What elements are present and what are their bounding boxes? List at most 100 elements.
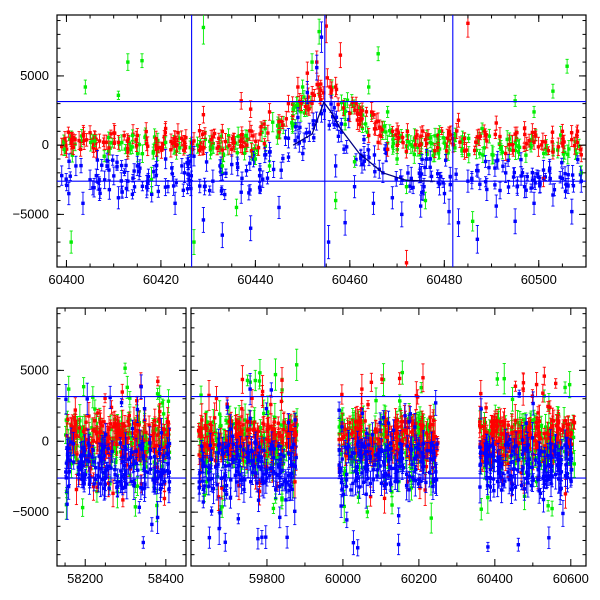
blue-data-point (159, 417, 164, 448)
blue-data-point (236, 513, 241, 525)
red-data-point (462, 132, 467, 145)
green-data-point (294, 348, 299, 381)
red-data-point (217, 141, 221, 153)
green-data-point (273, 358, 278, 391)
blue-data-point (214, 451, 218, 483)
green-data-point (352, 155, 357, 168)
blue-data-point (136, 463, 140, 477)
red-data-point (272, 417, 277, 427)
red-data-point (397, 372, 402, 385)
green-data-point (271, 112, 275, 133)
blue-data-point (284, 483, 288, 517)
green-data-point (93, 135, 97, 147)
blue-data-point (418, 167, 422, 183)
red-data-point (111, 479, 115, 508)
red-data-point (60, 137, 64, 156)
red-data-point (169, 142, 173, 158)
bottom-right-panel (190, 307, 587, 567)
red-data-point (256, 425, 261, 438)
blue-data-point (163, 148, 168, 170)
green-data-point (178, 141, 182, 154)
blue-data-point (103, 423, 108, 446)
red-data-point (239, 92, 243, 110)
blue-data-point (203, 181, 207, 192)
blue-data-point (560, 157, 564, 168)
blue-data-point (298, 122, 302, 133)
blue-data-point (342, 144, 346, 154)
blue-data-point (166, 180, 170, 194)
red-data-point (449, 125, 453, 145)
red-data-point (472, 145, 477, 156)
red-data-point (493, 129, 498, 139)
blue-data-point (443, 153, 448, 167)
blue-data-point (418, 194, 423, 218)
red-data-point (144, 122, 148, 141)
red-data-point (251, 130, 255, 142)
blue-data-point (547, 161, 552, 181)
blue-data-point (264, 149, 268, 160)
blue-data-point (274, 480, 278, 499)
green-data-point (291, 103, 295, 116)
red-data-point (421, 125, 425, 137)
blue-data-point (137, 501, 142, 514)
blue-data-point (235, 438, 239, 464)
red-data-point (96, 408, 100, 418)
blue-data-point (102, 448, 106, 464)
blue-data-point (69, 427, 73, 457)
red-data-point (372, 123, 377, 135)
blue-data-point (261, 170, 265, 188)
red-data-point (561, 136, 565, 153)
blue-data-point (223, 532, 227, 552)
blue-data-point (150, 517, 154, 532)
red-data-point (513, 380, 518, 392)
blue-data-point (501, 160, 505, 173)
red-data-point (579, 147, 583, 163)
red-data-point (163, 121, 168, 136)
blue-data-point (220, 222, 225, 249)
green-data-point (224, 416, 228, 425)
red-data-point (173, 130, 177, 146)
red-data-point (162, 491, 167, 506)
red-data-point (543, 134, 548, 150)
blue-data-point (293, 412, 297, 428)
blue-data-point (140, 482, 145, 496)
blue-data-point (529, 183, 533, 193)
blue-data-point (201, 495, 205, 509)
blue-data-point (244, 164, 249, 177)
red-data-point (69, 132, 73, 147)
red-data-point (162, 423, 167, 436)
red-data-point (258, 126, 262, 142)
blue-data-point (95, 149, 100, 171)
blue-data-point (494, 194, 498, 218)
blue-data-point (297, 133, 302, 153)
blue-data-point (262, 437, 266, 464)
blue-data-point (64, 173, 68, 186)
blue-data-point (238, 436, 243, 457)
blue-data-point (551, 183, 555, 207)
blue-data-point (364, 479, 368, 509)
red-data-point (87, 402, 91, 431)
x-tick-label: 59800 (249, 571, 285, 586)
green-data-point (211, 141, 215, 154)
bottom-right-plot-area (191, 348, 586, 557)
red-data-point (135, 128, 139, 143)
blue-data-point (146, 456, 150, 489)
blue-data-point (235, 156, 240, 171)
blue-data-point (224, 168, 228, 178)
blue-data-point (277, 195, 281, 219)
blue-data-point (485, 177, 489, 201)
green-data-point (199, 385, 203, 405)
blue-data-point (475, 225, 480, 254)
blue-data-point (454, 168, 458, 181)
red-data-point (147, 415, 151, 435)
red-data-point (122, 130, 126, 141)
blue-data-point (277, 441, 281, 451)
red-data-point (305, 61, 310, 85)
blue-data-point (124, 437, 128, 462)
blue-data-point (349, 483, 353, 497)
green-data-point (487, 128, 492, 144)
blue-data-point (560, 168, 565, 189)
blue-data-point (264, 402, 269, 415)
red-data-point (475, 129, 480, 145)
red-data-point (240, 126, 244, 144)
